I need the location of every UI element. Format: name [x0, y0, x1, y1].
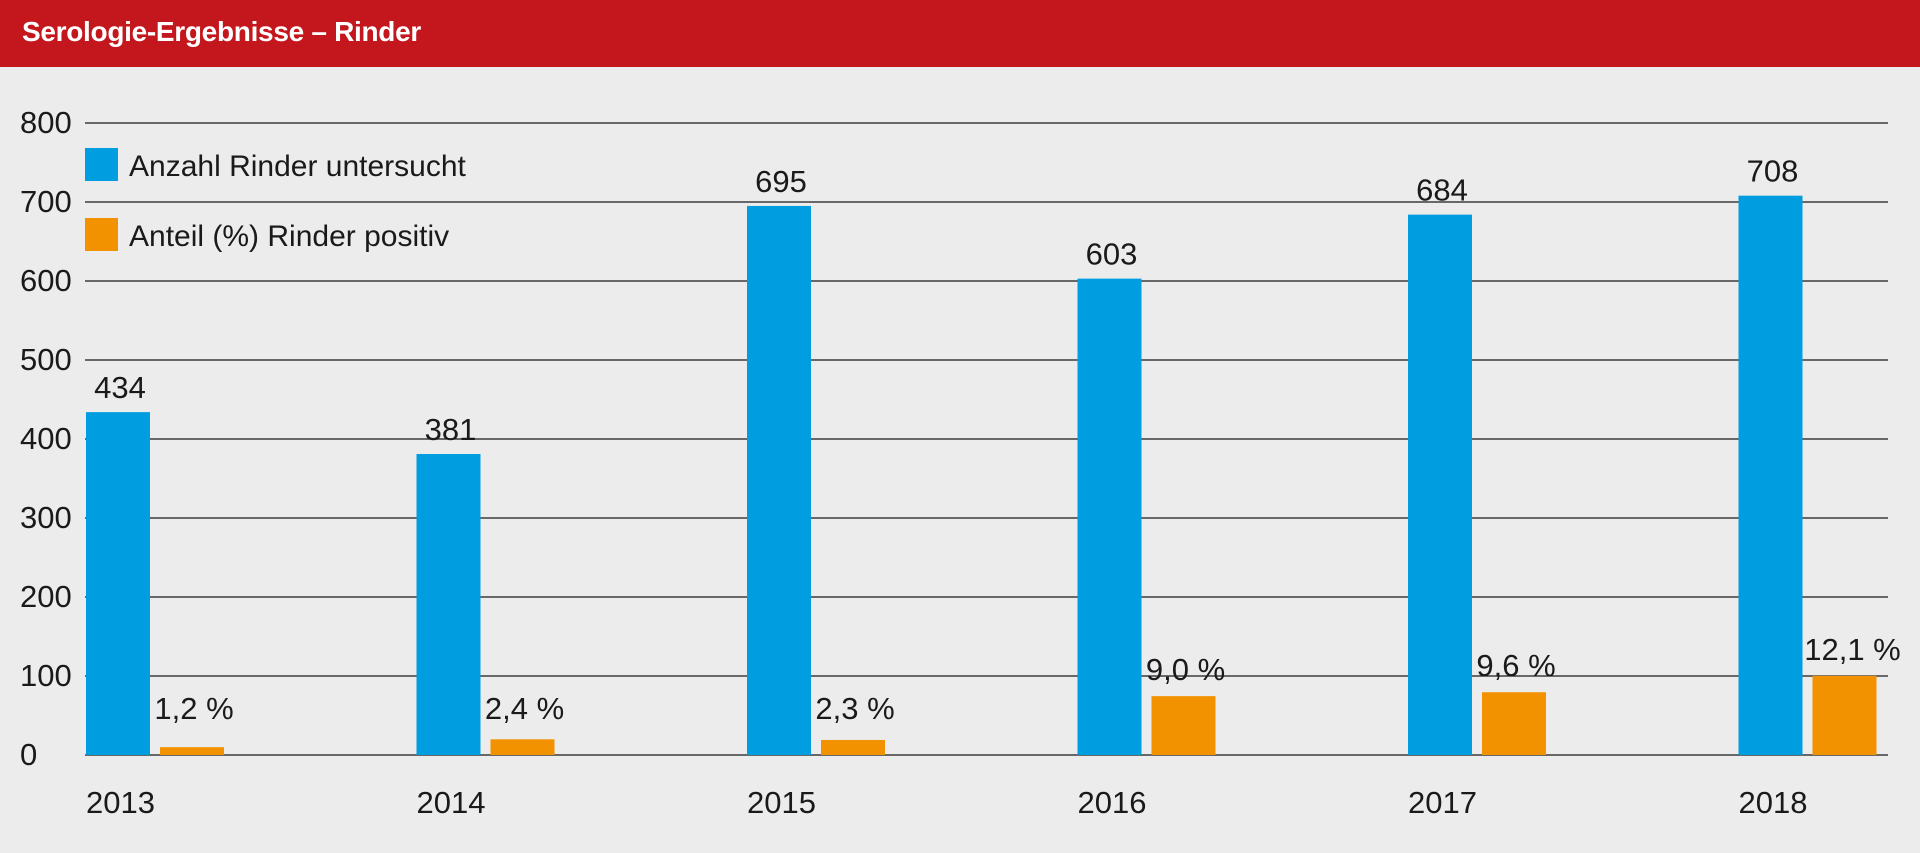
y-axis-ticks: 0 100 200 300 400 500 600 700 800 — [20, 105, 72, 772]
y-tick-label: 200 — [20, 579, 72, 614]
y-tick-label: 600 — [20, 263, 72, 298]
bar-anzahl-2014 — [416, 454, 481, 755]
bars — [86, 195, 1877, 755]
x-tick-label: 2015 — [747, 785, 816, 820]
chart-title: Serologie-Ergebnisse – Rinder — [22, 16, 421, 47]
legend-swatch — [85, 218, 118, 251]
data-label-anteil: 9,0 % — [1146, 652, 1225, 687]
gridlines — [85, 122, 1888, 756]
x-tick-label: 2018 — [1739, 785, 1808, 820]
legend-label: Anzahl Rinder untersucht — [129, 150, 467, 183]
data-label-anzahl: 434 — [94, 370, 146, 405]
x-tick-label: 2013 — [86, 785, 155, 820]
bar-anzahl-2015 — [747, 205, 811, 755]
legend: Anzahl Rinder untersucht Anteil (%) Rinde… — [85, 148, 467, 253]
y-tick-label: 100 — [20, 658, 72, 693]
bar-anteil-2016 — [1151, 696, 1216, 755]
y-tick-label: 0 — [20, 737, 37, 772]
bar-anteil-2015 — [821, 739, 885, 755]
data-label-anzahl: 603 — [1086, 237, 1138, 272]
data-label-anteil: 2,4 % — [485, 691, 564, 726]
x-axis-ticks: 2013 2014 2015 2016 2017 2018 — [86, 785, 1807, 820]
y-tick-label: 500 — [20, 342, 72, 377]
data-labels: 434 1,2 % 381 2,4 % 695 2,3 % 603 9,0 % 684 9,6 %… — [94, 154, 1901, 726]
bar-anzahl-2017 — [1408, 214, 1472, 755]
legend-swatch — [85, 148, 118, 181]
bar-anteil-2017 — [1482, 692, 1546, 755]
x-tick-label: 2016 — [1078, 785, 1147, 820]
data-label-anteil: 1,2 % — [154, 691, 233, 726]
bar-anzahl-2018 — [1738, 195, 1803, 755]
data-label-anzahl: 695 — [755, 164, 807, 199]
y-tick-label: 300 — [20, 500, 72, 535]
bar-anteil-2013 — [160, 747, 224, 755]
data-label-anteil: 2,3 % — [815, 691, 894, 726]
data-label-anteil: 12,1 % — [1804, 632, 1901, 667]
data-label-anzahl: 708 — [1747, 154, 1799, 189]
chart-header: Serologie-Ergebnisse – Rinder — [0, 0, 1920, 67]
data-label-anzahl: 381 — [425, 412, 477, 447]
y-tick-label: 400 — [20, 421, 72, 456]
bar-anzahl-2013 — [86, 412, 150, 755]
y-tick-label: 800 — [20, 105, 72, 140]
data-label-anzahl: 684 — [1416, 173, 1468, 208]
bar-anteil-2018 — [1812, 675, 1877, 755]
legend-label: Anteil (%) Rinder positiv — [129, 220, 449, 253]
bar-anteil-2014 — [490, 739, 555, 755]
x-tick-label: 2017 — [1408, 785, 1477, 820]
data-label-anteil: 9,6 % — [1476, 648, 1555, 683]
y-tick-label: 700 — [20, 184, 72, 219]
bar-anzahl-2016 — [1077, 278, 1142, 755]
x-tick-label: 2014 — [417, 785, 486, 820]
